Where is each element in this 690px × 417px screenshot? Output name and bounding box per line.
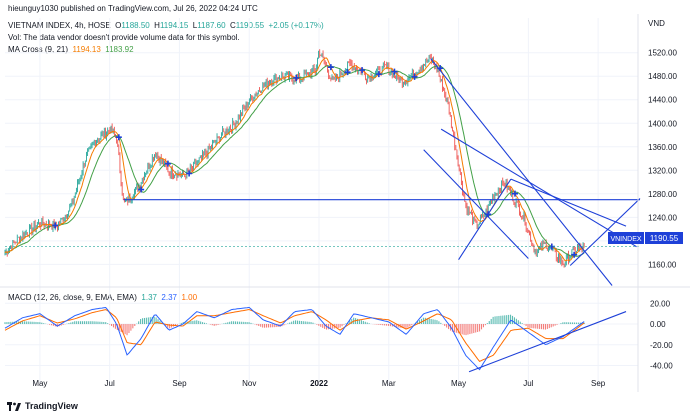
- ma-cross-marker: [186, 170, 193, 177]
- price-tick-label: 1520.00: [648, 49, 677, 58]
- price-badge: [645, 232, 683, 244]
- symbol-title[interactable]: VIETNAM INDEX, 4h, HOSE: [8, 21, 111, 30]
- ma-cross-marker: [344, 69, 351, 76]
- price-tick-label: 1160.00: [648, 260, 677, 269]
- ma-cross-marker: [164, 160, 171, 167]
- ma-fast-line: [4, 57, 585, 262]
- open-value: 1188.50: [121, 21, 150, 30]
- macd-tick-label: -20.00: [650, 341, 673, 350]
- macd-tick-label: -40.00: [650, 362, 673, 371]
- close-label: C: [229, 21, 236, 30]
- macd-line: [4, 306, 585, 371]
- macd-signal-value: 1.00: [181, 293, 198, 302]
- ma-cross-marker: [327, 64, 334, 71]
- ma-cross-marker: [511, 190, 518, 197]
- price-tick-label: 1320.00: [648, 166, 677, 175]
- trend-line: [510, 178, 627, 227]
- close-value: 1190.55: [235, 21, 265, 30]
- macd-signal-line: [4, 308, 585, 363]
- ma-slow-value: 1183.92: [105, 45, 134, 54]
- time-tick-label: Nov: [242, 379, 256, 388]
- time-tick-label: May: [451, 379, 466, 388]
- change-value: +2.05 (+0.17%): [268, 21, 324, 30]
- tradingview-name: TradingView: [25, 401, 78, 411]
- macd-line-value: 2.37: [161, 293, 177, 302]
- time-tick-label: Jul: [523, 379, 533, 388]
- macd-plot[interactable]: [4, 306, 627, 373]
- ma-cross-marker: [138, 186, 145, 193]
- tradingview-logo[interactable]: TradingView: [7, 401, 78, 411]
- macd-tick-label: 20.00: [650, 299, 671, 308]
- trend-line: [569, 198, 641, 266]
- ma-fast-value: 1194.13: [72, 45, 101, 54]
- price-tick-label: 1240.00: [648, 213, 677, 222]
- ma-cross-marker: [375, 71, 382, 78]
- trend-line: [458, 178, 512, 260]
- ma-cross-marker: [359, 67, 366, 74]
- main-plot[interactable]: [4, 49, 641, 286]
- symbol-legend: VIETNAM INDEX, 4h, HOSE O1188.50 H1194.1…: [8, 21, 324, 30]
- ma-cross-legend: MA Cross (9, 21) 1194.13 1183.92: [8, 45, 134, 54]
- macd-tick-label: 0.00: [650, 320, 666, 329]
- symbol-badge: [608, 232, 644, 244]
- trend-line: [440, 128, 637, 248]
- high-value: 1194.15: [159, 21, 189, 30]
- price-tick-label: 1280.00: [648, 190, 677, 199]
- ma-cross-marker: [571, 251, 578, 258]
- ma-cross-marker: [52, 222, 59, 229]
- price-tick-label: 1480.00: [648, 72, 677, 81]
- time-axis[interactable]: May Jul Sep Nov 2022 Mar May Jul Sep: [32, 379, 605, 388]
- ma-slow-line: [4, 65, 585, 257]
- macd-legend: MACD (12, 26, close, 9, EMA, EMA) 1.37 2…: [8, 293, 197, 302]
- low-value: 1187.60: [197, 21, 226, 30]
- macd-trend-line: [468, 311, 627, 373]
- trend-line: [423, 149, 529, 259]
- symbol-badge-text: VNINDEX: [610, 236, 641, 243]
- price-tick-label: 1400.00: [648, 119, 677, 128]
- vol-note: Vol: The data vendor doesn't provide vol…: [8, 33, 240, 42]
- time-tick-label: Sep: [172, 379, 187, 388]
- time-tick-label: Jul: [105, 379, 115, 388]
- open-label: O: [115, 21, 122, 30]
- published-by-header: hieunguy1030 published on TradingView.co…: [8, 4, 258, 13]
- last-price-label: VNINDEX 1190.55: [608, 232, 683, 244]
- ma-cross-marker: [115, 134, 122, 141]
- macd-hist-value: 1.37: [141, 293, 157, 302]
- time-tick-label: Mar: [382, 379, 396, 388]
- ma-cross-marker: [411, 73, 418, 80]
- macd-label[interactable]: MACD (12, 26, close, 9, EMA, EMA): [8, 293, 137, 302]
- time-tick-label: May: [32, 379, 47, 388]
- trend-line: [430, 58, 613, 286]
- price-tick-label: 1360.00: [648, 143, 677, 152]
- ma-cross-marker: [293, 74, 300, 81]
- main-grid: [5, 18, 638, 386]
- ma-cross-label[interactable]: MA Cross (9, 21): [8, 45, 69, 54]
- time-tick-label: Sep: [591, 379, 606, 388]
- price-tick-label: 1440.00: [648, 96, 677, 105]
- tradingview-icon: [7, 401, 21, 411]
- low-label: L: [192, 21, 198, 30]
- ma-cross-marker: [391, 68, 398, 75]
- macd-axis[interactable]: 20.00 0.00 -20.00 -40.00: [650, 299, 673, 370]
- high-label: H: [154, 21, 160, 30]
- currency-label: VND: [648, 19, 665, 28]
- time-tick-label: 2022: [310, 379, 328, 388]
- price-badge-text: 1190.55: [650, 234, 679, 243]
